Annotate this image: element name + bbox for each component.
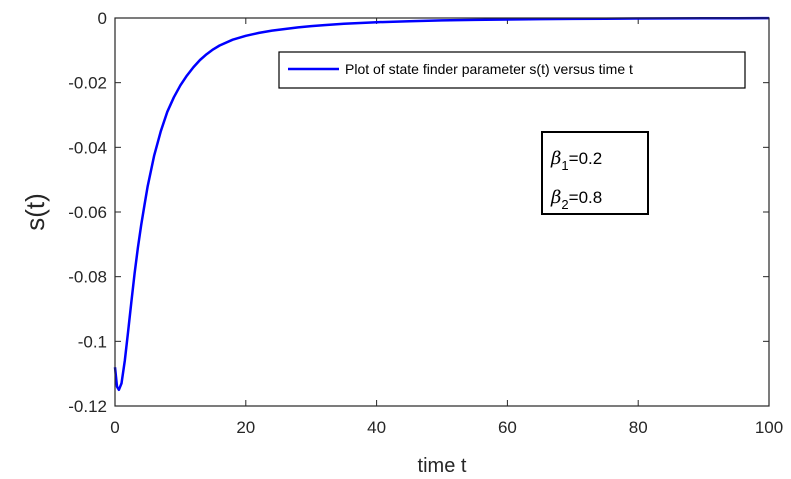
y-tick-label: 0 [98, 9, 107, 28]
y-tick-label: -0.12 [68, 397, 107, 416]
subscript: 1 [561, 158, 568, 173]
subscript: 2 [561, 197, 568, 212]
y-tick-label: -0.08 [68, 268, 107, 287]
beta-symbol: β [550, 187, 561, 208]
x-tick-label: 100 [755, 418, 783, 437]
y-tick-label: -0.06 [68, 203, 107, 222]
y-tick-label: -0.02 [68, 74, 107, 93]
annotation-line: β1=0.2 [550, 148, 602, 173]
y-tick-label: -0.04 [68, 138, 107, 157]
beta-symbol: β [550, 148, 561, 169]
x-tick-label: 20 [236, 418, 255, 437]
y-axis-label: s(t) [20, 193, 50, 231]
x-tick-label: 60 [498, 418, 517, 437]
plot-area-frame [114, 17, 770, 407]
parameter-value: =0.8 [569, 188, 603, 207]
x-tick-label: 40 [367, 418, 386, 437]
legend-box [278, 51, 746, 89]
series-layer [113, 16, 770, 392]
annotation-lines: β1=0.2β2=0.8 [550, 148, 602, 212]
annotation-line: β2=0.8 [550, 187, 602, 212]
series-line [113, 16, 770, 392]
x-tick-label: 80 [629, 418, 648, 437]
annotation-box [541, 131, 649, 215]
tick-labels: 0 20 40 60 80 100 0 -0.02 -0.04 -0.06 -0.08 -0.1 -0.… [68, 9, 783, 437]
x-tick-label: 0 [110, 418, 119, 437]
x-axis-label: time t [418, 455, 467, 477]
y-tick-label: -0.1 [78, 332, 107, 351]
parameter-value: =0.2 [569, 149, 603, 168]
legend: Plot of state finder parameter s(t) vers… [278, 51, 746, 89]
parameter-annotation: β1=0.2β2=0.8 [541, 131, 649, 215]
legend-entry-label: Plot of state finder parameter s(t) vers… [345, 61, 633, 77]
